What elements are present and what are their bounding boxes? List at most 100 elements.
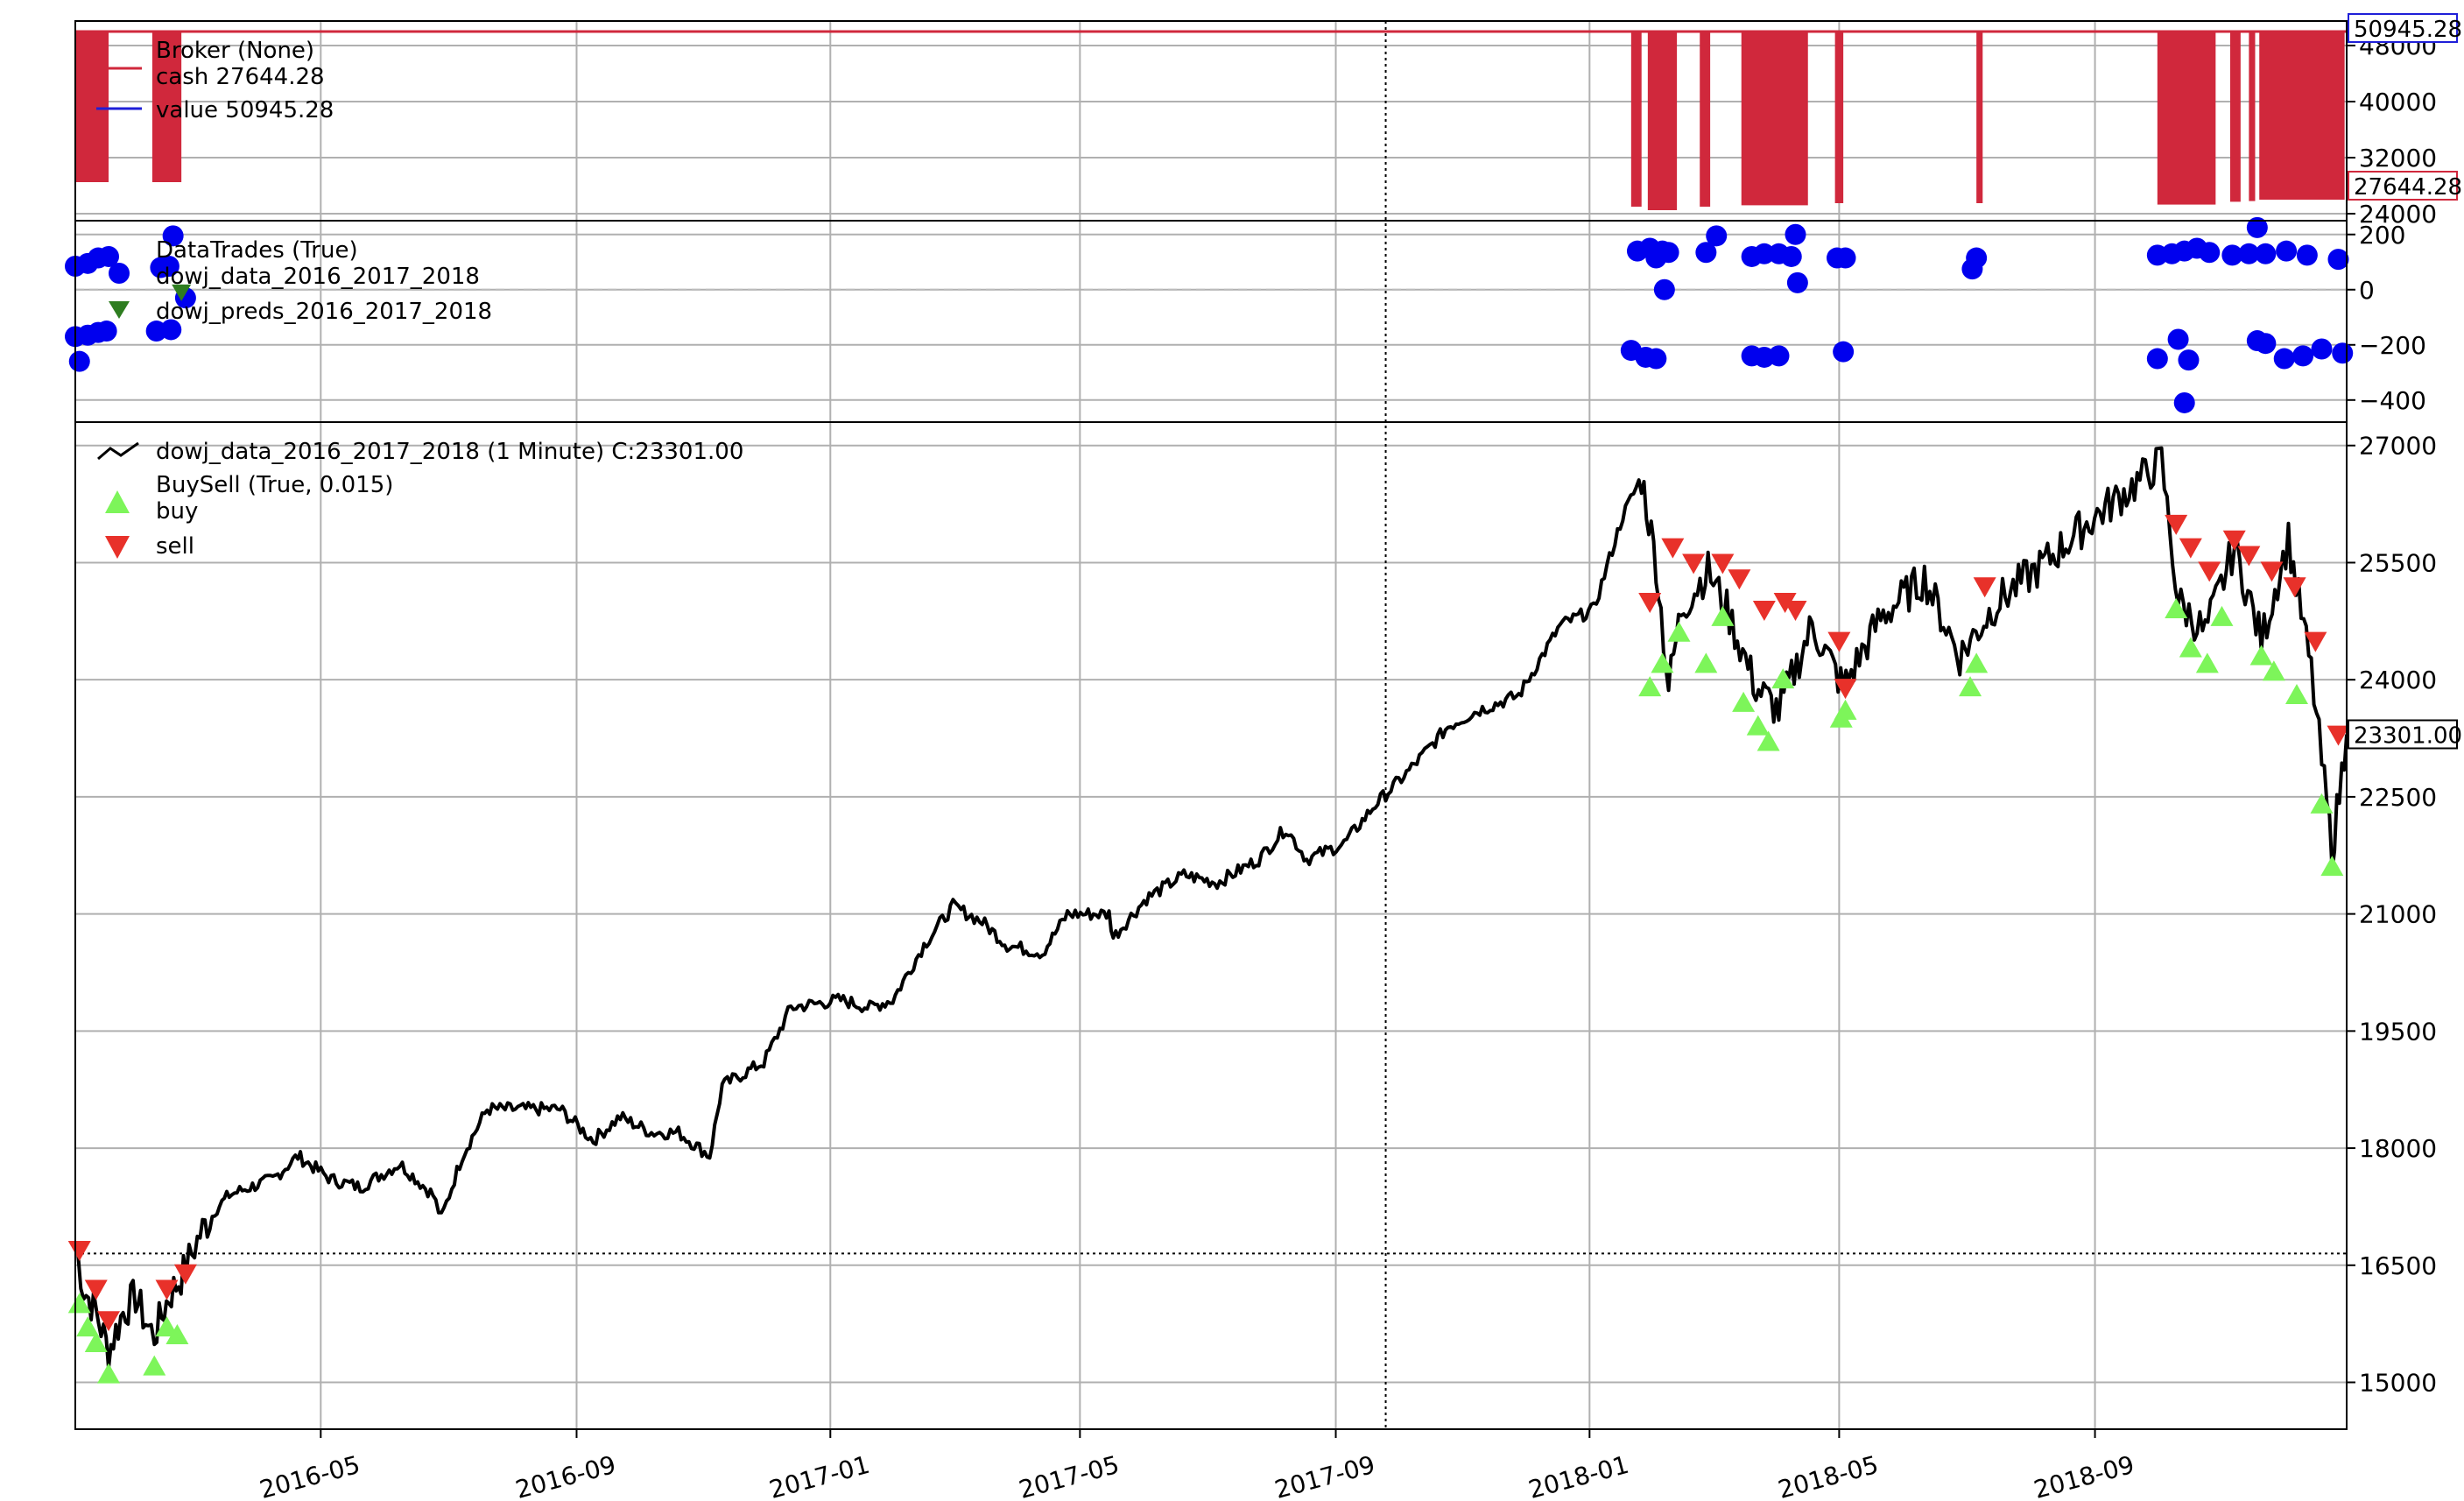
trade-point (2173, 391, 2195, 413)
broker-legend-title: Broker (None) (156, 38, 314, 64)
x-tick-label: 2016-05 (257, 1450, 363, 1501)
sell-marker (1827, 631, 1851, 652)
trade-point (1768, 345, 1790, 367)
cash-drop-band (1630, 32, 1642, 207)
buy-marker (1667, 621, 1691, 642)
close-price-line (74, 446, 2348, 1371)
x-tick-label: 2018-09 (2031, 1450, 2137, 1501)
trade-point (95, 321, 117, 342)
prediction-legend-label: dowj_preds_2016_2017_2018 (156, 299, 492, 325)
buy-legend-label: buy (156, 498, 198, 525)
y-tick-label: 200 (2359, 221, 2405, 250)
cash-drop-band (1834, 32, 1844, 203)
y-tick-label: 25500 (2359, 548, 2437, 577)
buy-marker (1711, 605, 1735, 626)
buy-marker (1694, 652, 1718, 673)
value-legend-label: value 50945.28 (156, 97, 334, 123)
trade-point (1786, 271, 1808, 293)
cash-badge-box (2348, 171, 2458, 201)
trade-point (160, 319, 182, 341)
sell-marker (84, 1279, 108, 1300)
trade-point (98, 245, 120, 267)
cash-drop-band (1741, 32, 1808, 206)
sell-marker (2222, 530, 2246, 551)
cash-drop-band (75, 32, 109, 182)
cash-badge: 27644.28 (2354, 174, 2462, 201)
trade-point (1785, 223, 1806, 245)
cash-drop-band (2229, 32, 2241, 202)
buy-marker (2284, 684, 2308, 705)
value-badge-box (2348, 13, 2458, 43)
buy-marker (1756, 730, 1780, 751)
buy-marker (2262, 660, 2285, 681)
sell-marker (1711, 553, 1735, 574)
trade-point (1706, 225, 1728, 247)
buy-marker (143, 1355, 166, 1376)
trade-point (1645, 348, 1667, 370)
x-tick-label: 2017-05 (1016, 1450, 1123, 1501)
buy-marker (1638, 676, 1662, 697)
trade-point (1753, 243, 1775, 264)
trade-point (162, 225, 184, 247)
sell-marker (2283, 577, 2306, 598)
cash-drop-band (151, 32, 182, 182)
y-tick-label: 24000 (2359, 666, 2437, 694)
value-badge: 50945.28 (2354, 17, 2462, 43)
y-tick-label: 19500 (2359, 1017, 2437, 1046)
trade-point (2199, 242, 2221, 264)
y-tick-label: 21000 (2359, 900, 2437, 929)
y-tick-label: 27000 (2359, 432, 2437, 461)
y-tick-label: −200 (2359, 331, 2426, 360)
x-tick-label: 2017-09 (1271, 1450, 1378, 1501)
sell-marker (1638, 593, 1662, 614)
trade-point (2167, 328, 2189, 350)
broker-panel-frame (74, 20, 2348, 222)
sell-marker (1773, 593, 1797, 614)
buysell-legend-title: BuySell (True, 0.015) (156, 472, 393, 498)
trade-point (2246, 216, 2268, 238)
trade-point (1961, 258, 1983, 280)
trade-point (2311, 338, 2333, 360)
trade-point (1653, 278, 1675, 300)
cash-drop-band (2157, 32, 2216, 205)
sell-marker (2304, 631, 2327, 652)
buy-marker (1965, 652, 1989, 673)
buy-marker (1651, 652, 1674, 673)
trade-point (158, 255, 180, 277)
trade-point (2273, 348, 2295, 370)
series (65, 30, 2354, 1384)
panel-frames (74, 20, 2348, 1430)
cash-drop-band (2249, 32, 2256, 201)
x-tick-label: 2018-01 (1525, 1450, 1632, 1501)
buy-marker (1732, 691, 1756, 712)
buy-marker (2195, 652, 2219, 673)
labels: 2016-05 2016-09 2017-01 2017-05 2017-09 2018-… (96, 13, 2462, 1501)
sell-marker (2179, 538, 2202, 559)
price-panel-frame (74, 421, 2348, 1430)
trade-point (2221, 244, 2243, 266)
y-tick-label: 22500 (2359, 783, 2437, 812)
trade-point (2332, 342, 2354, 364)
sell-marker (97, 1311, 121, 1332)
trade-point (2255, 243, 2277, 264)
y-tick-label: 16500 (2359, 1251, 2437, 1280)
trade-dot-legend-label: dowj_data_2016_2017_2018 (156, 264, 480, 290)
buy-legend-swatch (105, 490, 130, 513)
sell-legend-label: sell (156, 533, 194, 560)
buy-marker (84, 1331, 108, 1352)
sell-marker (155, 1279, 179, 1300)
sell-marker (1752, 600, 1776, 621)
x-tick-label: 2018-05 (1775, 1450, 1882, 1501)
trade-point (2327, 249, 2349, 271)
sell-marker (173, 1264, 197, 1285)
trade-point (1695, 242, 1717, 264)
trades-legend-title: DataTrades (True) (156, 237, 358, 264)
trade-point (2255, 333, 2277, 355)
trade-point (2146, 348, 2168, 370)
trade-point (2296, 244, 2318, 266)
sell-legend-swatch (105, 536, 130, 559)
x-tick-label: 2017-01 (766, 1450, 873, 1501)
buy-marker (1959, 676, 1982, 697)
trade-point (1834, 247, 1856, 269)
trade-point (2238, 243, 2260, 264)
